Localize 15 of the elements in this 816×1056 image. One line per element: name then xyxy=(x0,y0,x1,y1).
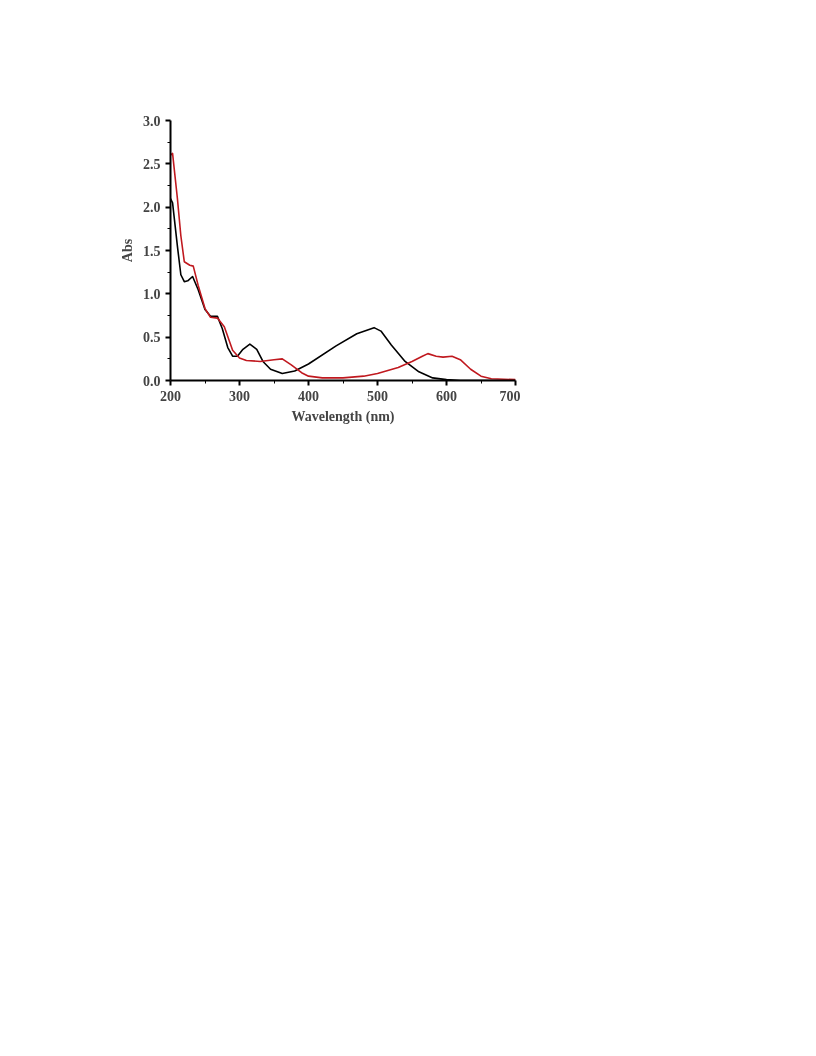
x-tick-label: 400 xyxy=(298,388,319,404)
y-tick-label: 3.0 xyxy=(143,113,161,129)
y-axis-title: Abs xyxy=(120,238,135,263)
y-tick-label: 2.5 xyxy=(143,156,161,172)
y-tick-label: 0.0 xyxy=(143,373,161,389)
y-tick-label: 2.0 xyxy=(143,200,161,216)
x-tick-label: 600 xyxy=(436,388,457,404)
x-tick-label: 200 xyxy=(160,388,181,404)
x-axis-title: Wavelength (nm) xyxy=(291,408,395,425)
x-tick-label: 500 xyxy=(367,388,388,404)
x-tick-label: 300 xyxy=(229,388,250,404)
x-tick-label: 700 xyxy=(499,388,521,404)
y-tick-label: 1.0 xyxy=(143,286,161,302)
y-tick-label: 0.5 xyxy=(143,330,161,346)
y-tick-label: 1.5 xyxy=(143,243,161,259)
